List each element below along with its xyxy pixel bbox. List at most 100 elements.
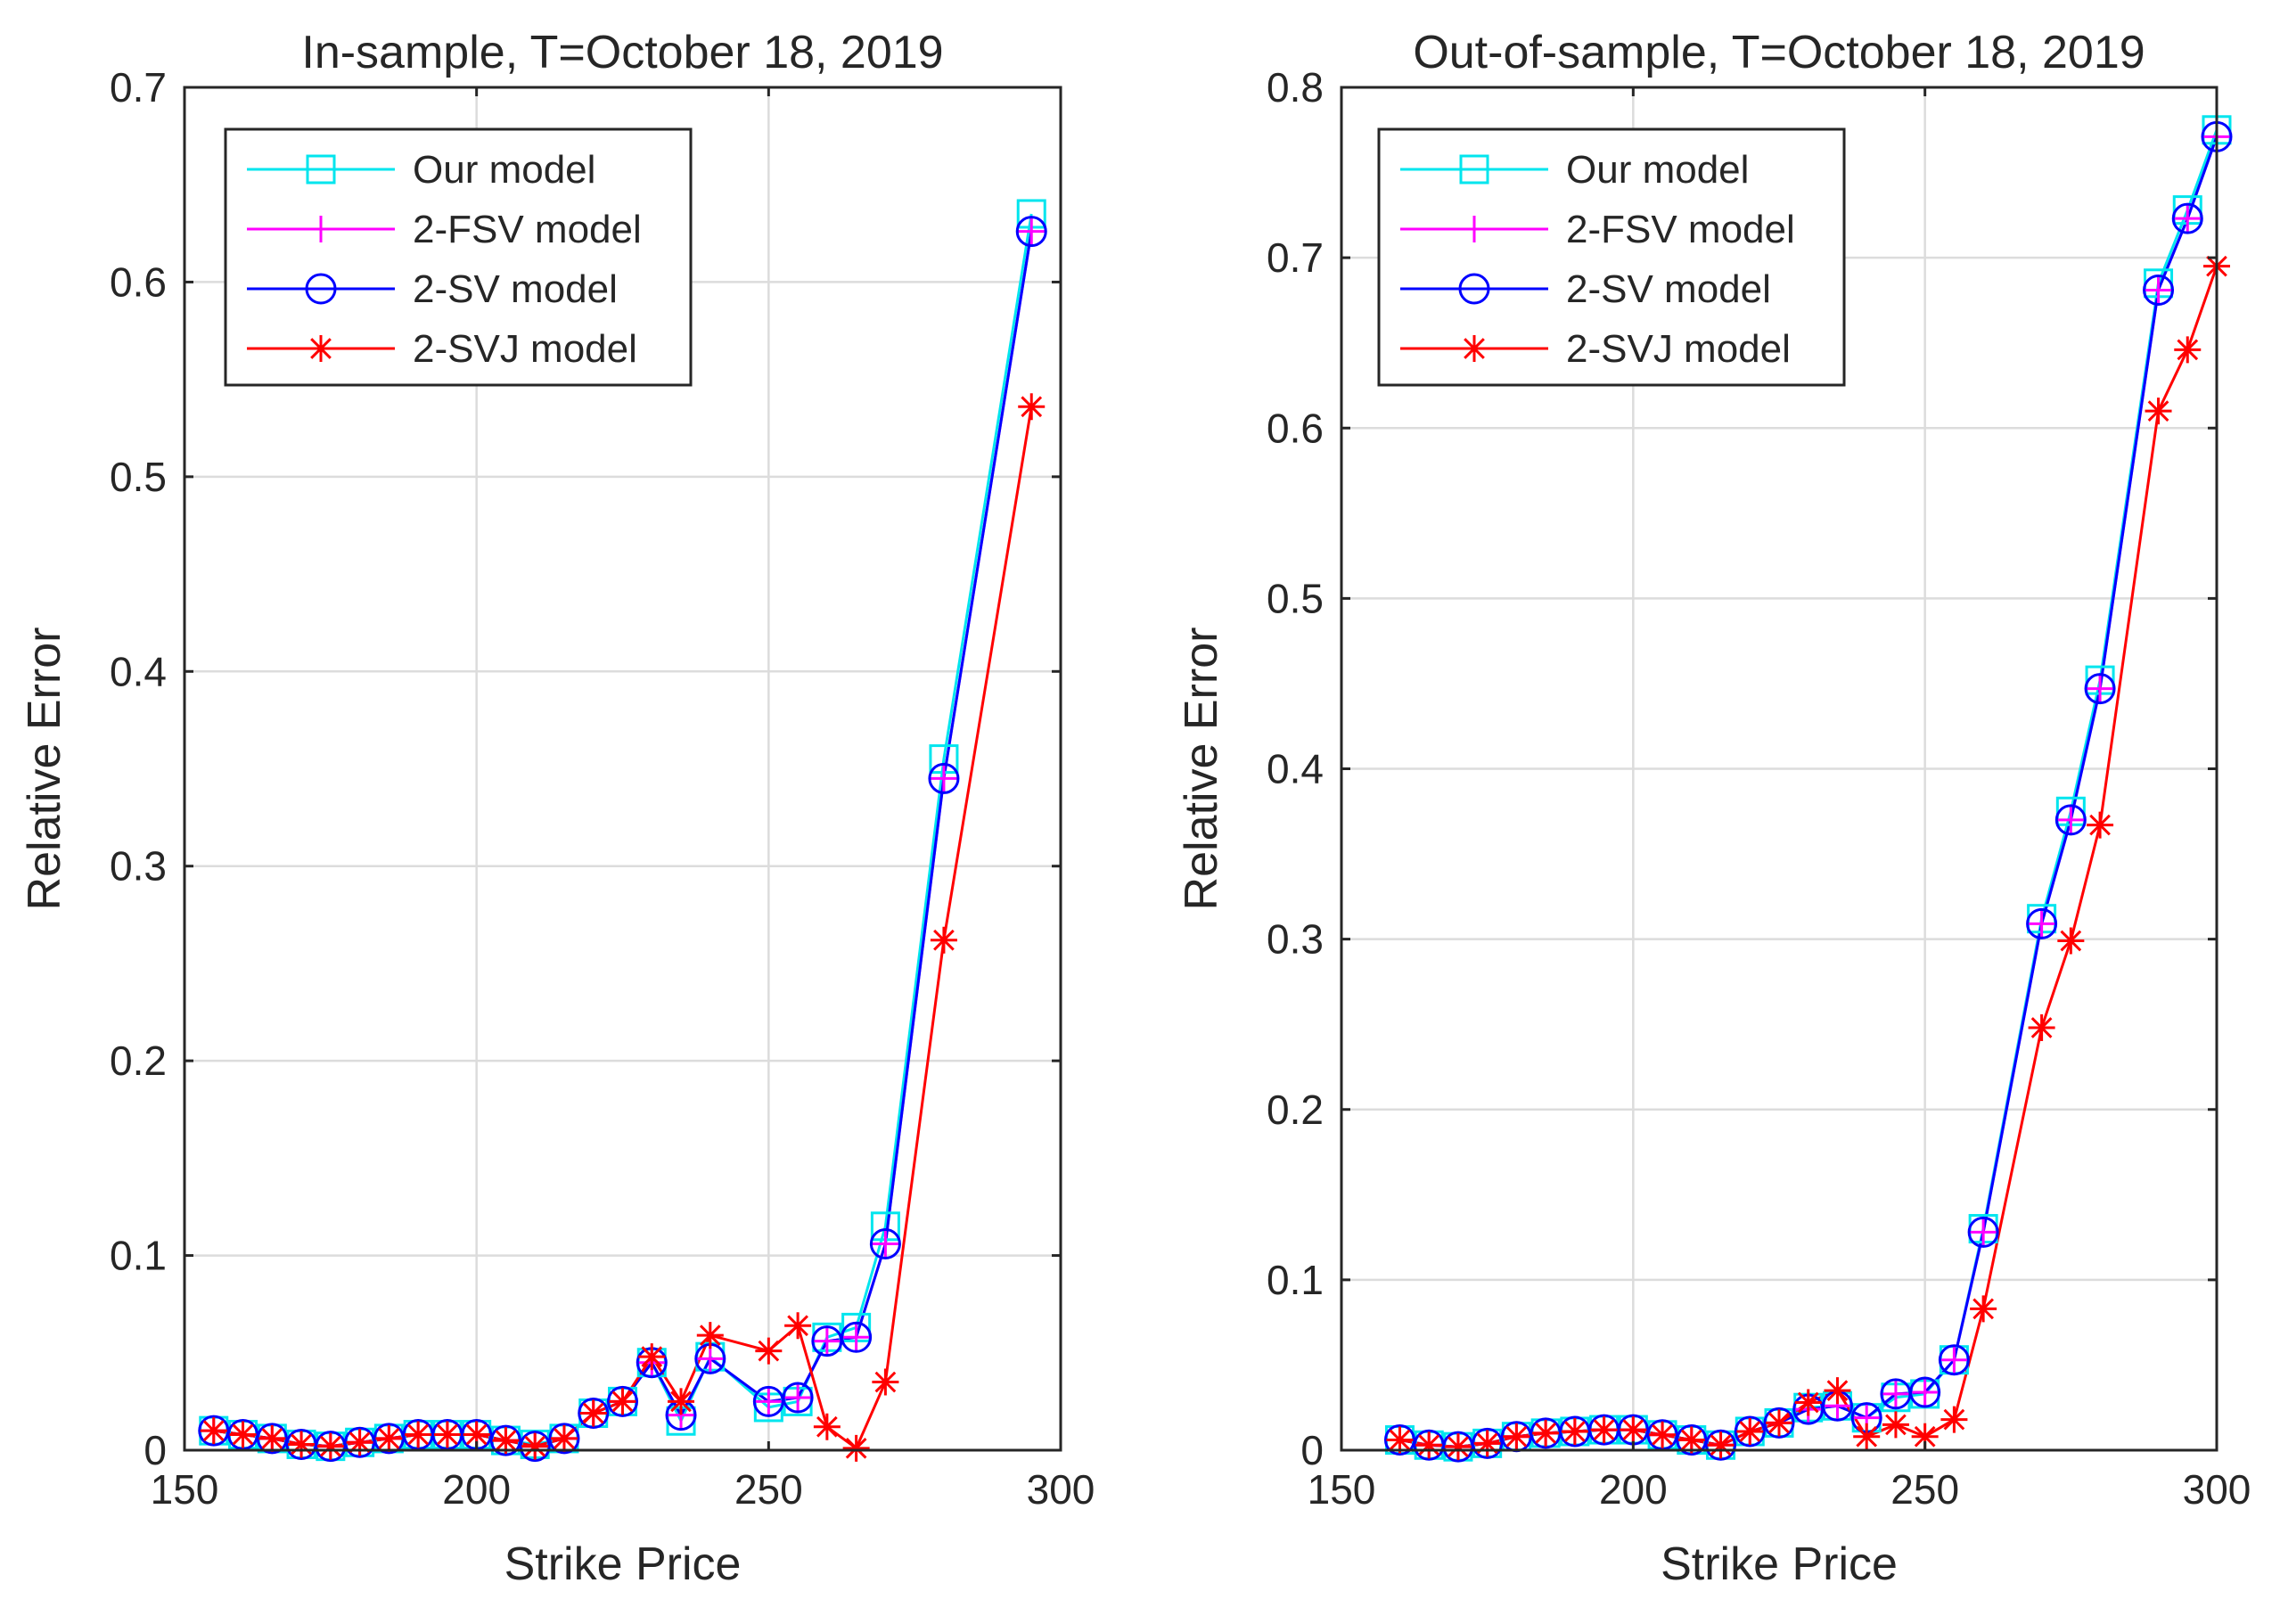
data-point: [2087, 675, 2114, 702]
legend-entry: 2-FSV model: [247, 208, 642, 251]
y-tick-label: 0.7: [1267, 234, 1324, 281]
data-point: [607, 1385, 638, 1417]
data-point: [2174, 205, 2202, 233]
data-point: [2143, 274, 2175, 306]
y-tick-label: 0.6: [110, 258, 167, 305]
y-tick-label: 0.1: [110, 1233, 167, 1279]
data-point: [1824, 1377, 1851, 1405]
y-tick-label: 0.5: [1267, 575, 1324, 621]
data-point: [813, 1413, 841, 1440]
data-point: [1503, 1423, 1530, 1450]
data-point: [1734, 1415, 1766, 1448]
legend-marker: [1459, 154, 1489, 185]
chart-title: In-sample, T=October 18, 2019: [301, 27, 943, 78]
data-point: [1967, 1216, 1999, 1248]
series-markers-4: [200, 393, 1046, 1462]
data-point: [1677, 1426, 1705, 1454]
chart-panel-2: 150 200 250 300 0 0.1 0.2 0.3 0.4 0.5 0.6 0.7 0.8 Out…: [1176, 27, 2251, 1590]
series-markers-4: [1386, 252, 2230, 1461]
data-point: [930, 926, 957, 954]
data-point: [1415, 1431, 1443, 1459]
legend-label: 2-SVJ model: [413, 327, 637, 371]
y-tick-label: 0.2: [110, 1038, 167, 1084]
data-point: [1911, 1423, 1939, 1450]
data-point: [638, 1343, 666, 1371]
legend-label: 2-SV model: [1566, 267, 1771, 311]
legend-marker: [305, 273, 337, 305]
data-point: [784, 1384, 812, 1412]
y-tick-label: 0.7: [110, 64, 167, 111]
data-point: [1736, 1417, 1764, 1445]
data-point: [2054, 804, 2087, 836]
legend-label: 2-FSV model: [1566, 208, 1795, 251]
data-point: [578, 1397, 610, 1429]
legend-entry: 2-FSV model: [1400, 208, 1795, 251]
data-point: [841, 1321, 873, 1353]
data-point: [842, 1434, 870, 1462]
x-tick-label: 200: [442, 1466, 511, 1513]
legend-entry: 2-SVJ model: [247, 327, 637, 371]
x-tick-label: 250: [734, 1466, 803, 1513]
data-point: [519, 1431, 551, 1463]
y-tick-label: 0.6: [1267, 405, 1324, 451]
data-point: [1620, 1416, 1647, 1444]
data-point: [813, 1327, 841, 1355]
data-point: [2028, 910, 2055, 938]
data-point: [2026, 907, 2058, 939]
data-point: [1532, 1419, 1560, 1447]
data-point: [433, 1421, 461, 1448]
legend-marker: [1461, 335, 1488, 362]
legend-box: [224, 127, 693, 387]
data-point: [755, 1337, 783, 1365]
data-point: [696, 1322, 724, 1349]
data-point: [1018, 217, 1046, 245]
axes-frame: [183, 86, 1062, 1452]
data-point: [258, 1424, 286, 1452]
data-point: [1911, 1379, 1939, 1407]
data-point: [2057, 806, 2085, 833]
data-point: [1970, 1218, 1997, 1246]
x-axis-label: Strike Price: [504, 1538, 742, 1590]
data-point: [288, 1431, 316, 1458]
data-point: [579, 1399, 607, 1427]
data-point: [696, 1345, 724, 1373]
data-point: [2028, 1014, 2055, 1042]
data-point: [1386, 1426, 1414, 1454]
data-point: [2174, 336, 2202, 364]
data-point: [930, 765, 957, 792]
data-point: [463, 1421, 490, 1448]
y-tick-label: 0: [1300, 1427, 1324, 1473]
legend-entry: 2-SV model: [1400, 267, 1771, 311]
data-point: [550, 1424, 578, 1452]
data-point: [872, 1368, 899, 1396]
chart-panel-1: 150 200 250 300 0 0.1 0.2 0.3 0.4 0.5 0.6 0.7 In-sam…: [19, 27, 1095, 1590]
legend-marker: [308, 216, 334, 242]
legend-label: Our model: [413, 148, 595, 192]
data-point: [1882, 1411, 1909, 1439]
legend-entry: Our model: [247, 148, 595, 192]
legend-marker: [1458, 273, 1490, 305]
y-tick-label: 0: [144, 1427, 167, 1473]
legend: Our model 2-FSV model 2-SV model 2-SVJ mode…: [224, 127, 693, 387]
data-point: [1938, 1344, 1970, 1376]
legend-box: [1377, 127, 1846, 387]
y-tick-label: 0.1: [1267, 1257, 1324, 1303]
data-point: [1882, 1380, 1909, 1407]
data-point: [492, 1427, 520, 1455]
data-point: [1705, 1429, 1737, 1461]
data-point: [1909, 1376, 1941, 1408]
data-point: [2057, 927, 2085, 955]
data-point: [2145, 398, 2172, 425]
data-point: [346, 1429, 373, 1456]
y-axis-label: Relative Error: [19, 627, 70, 911]
data-point: [784, 1312, 812, 1340]
data-point: [872, 1230, 899, 1258]
data-point: [1794, 1389, 1822, 1416]
data-point: [1763, 1407, 1795, 1439]
y-axis-label: Relative Error: [1176, 627, 1227, 911]
legend-marker: [306, 154, 336, 185]
data-point: [1707, 1431, 1735, 1459]
x-tick-label: 150: [1308, 1466, 1376, 1513]
y-tick-label: 0.2: [1267, 1087, 1324, 1133]
data-point: [755, 1388, 783, 1415]
